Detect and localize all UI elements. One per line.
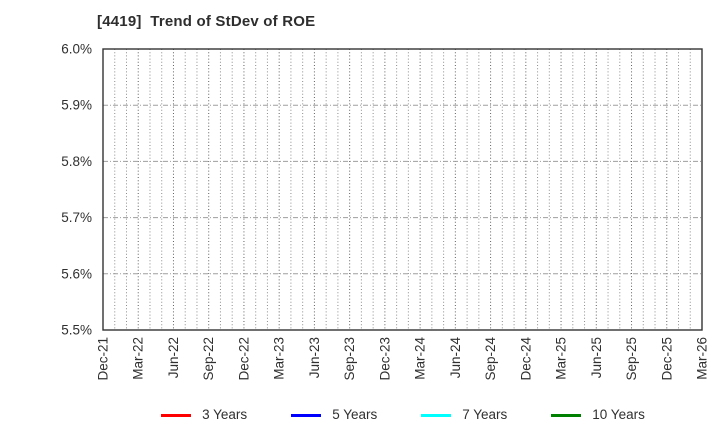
x-tick-label: Mar-26 <box>695 337 710 380</box>
x-tick-label: Dec-21 <box>96 337 111 381</box>
legend-label: 5 Years <box>332 407 378 423</box>
y-tick-label: 5.5% <box>61 323 92 338</box>
x-tick-label: Mar-23 <box>272 337 287 380</box>
legend-label: 3 Years <box>202 407 248 423</box>
x-tick-label: Sep-25 <box>624 337 639 381</box>
legend-item-7-years: 7 Years <box>421 408 507 422</box>
legend-item-10-years: 10 Years <box>551 408 645 422</box>
legend-line-swatch <box>551 413 582 417</box>
x-tick-label: Dec-25 <box>659 337 674 381</box>
y-tick-label: 5.6% <box>61 266 92 281</box>
x-tick-label: Dec-24 <box>518 337 533 381</box>
legend-line-swatch <box>421 413 452 417</box>
legend-item-5-years: 5 Years <box>291 408 377 422</box>
plot-frame <box>102 48 703 331</box>
x-tick-label: Dec-22 <box>236 337 251 381</box>
x-tick-label: Dec-23 <box>377 337 392 381</box>
x-tick-label: Jun-24 <box>448 337 463 379</box>
plot-area: 5.5% 5.6% 5.7% 5.8% 5.9% 6.0% Dec-21 Mar-22 Jun-… <box>61 42 710 381</box>
x-tick-label: Sep-24 <box>483 337 498 381</box>
y-tick-label: 5.7% <box>61 210 92 225</box>
x-tick-label: Jun-25 <box>589 337 604 378</box>
x-tick-label: Mar-24 <box>413 337 428 380</box>
y-tick-label: 5.8% <box>61 154 92 169</box>
legend-label: 7 Years <box>462 407 508 423</box>
x-tick-label: Sep-23 <box>342 337 357 381</box>
chart-title: [4419] Trend of StDev of ROE <box>97 13 316 30</box>
x-tick-label: Sep-22 <box>201 337 216 381</box>
legend-label: 10 Years <box>592 407 645 423</box>
legend-line-swatch <box>291 413 322 417</box>
y-tick-label: 5.9% <box>61 98 92 113</box>
legend-item-3-years: 3 Years <box>161 408 247 422</box>
x-tick-label: Mar-22 <box>131 337 146 380</box>
x-tick-label: Jun-22 <box>166 337 181 378</box>
x-tick-label: Jun-23 <box>307 337 322 378</box>
y-tick-label: 6.0% <box>61 42 92 57</box>
legend: 3 Years 5 Years 7 Years 10 Years <box>103 405 703 425</box>
x-tick-label: Mar-25 <box>554 337 569 380</box>
legend-line-swatch <box>161 413 192 417</box>
